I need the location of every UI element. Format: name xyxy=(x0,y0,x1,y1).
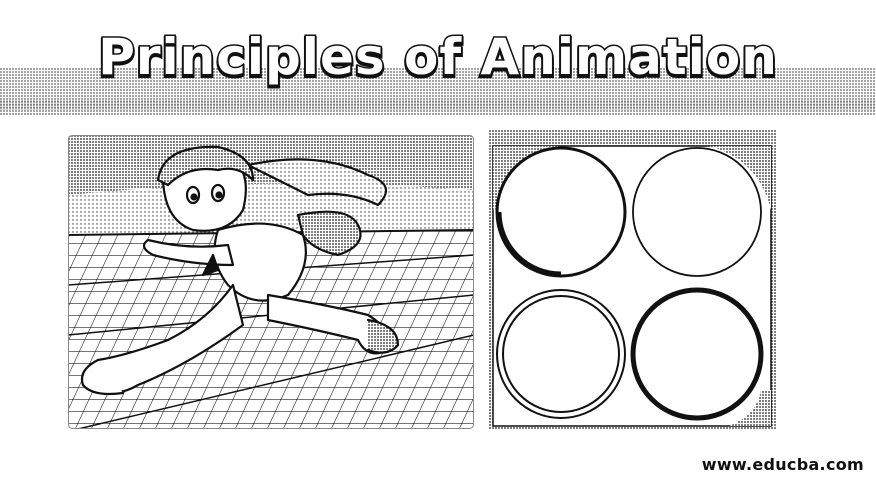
character-figure xyxy=(80,145,400,396)
circle-top-left xyxy=(495,146,627,278)
subtitle-background-band xyxy=(0,100,876,110)
circle-top-right xyxy=(632,147,762,277)
circle-bottom-left xyxy=(496,289,626,419)
running-character-illustration xyxy=(68,135,474,429)
website-url: www.educba.com xyxy=(701,455,864,474)
title-background-band xyxy=(0,68,876,116)
page-title-outline: Principles of Animation xyxy=(96,28,779,90)
page-title: Principles of Animation xyxy=(97,27,779,88)
squash-and-stretch-circles-illustration xyxy=(489,130,776,430)
circle-bottom-right xyxy=(630,287,771,426)
